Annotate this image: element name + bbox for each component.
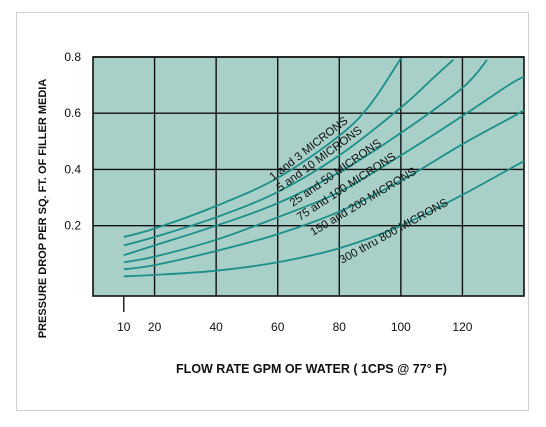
x-axis-title: FLOW RATE GPM OF WATER ( 1CPS @ 77° F) — [176, 362, 447, 376]
y-tick-label: 0.4 — [64, 162, 81, 176]
tick-labels: 10 20 40 60 80 100 120 0.2 0.4 0.6 0.8 — [64, 50, 472, 334]
x-tick-label: 40 — [209, 320, 223, 334]
series-line — [123, 59, 488, 257]
series-line — [123, 109, 525, 271]
x-tick-label: 120 — [452, 320, 472, 334]
y-tick-label: 0.8 — [64, 50, 81, 64]
series-line — [123, 160, 525, 278]
y-tick-label: 0.6 — [64, 106, 81, 120]
curves — [123, 57, 525, 278]
plot-area — [93, 57, 524, 296]
y-tick-label: 0.2 — [64, 219, 81, 233]
x-tick-label: 100 — [391, 320, 411, 334]
series-line — [123, 57, 402, 238]
x-tick-label: 10 — [117, 320, 131, 334]
y-axis-title: PRESSURE DROP PER SQ. FT. OF FILLER MEDI… — [37, 79, 49, 339]
x-tick-label: 60 — [271, 320, 285, 334]
x-tick-label: 20 — [148, 320, 162, 334]
x-tick-label: 80 — [333, 320, 347, 334]
series-line — [123, 59, 454, 247]
series-line — [123, 75, 525, 264]
